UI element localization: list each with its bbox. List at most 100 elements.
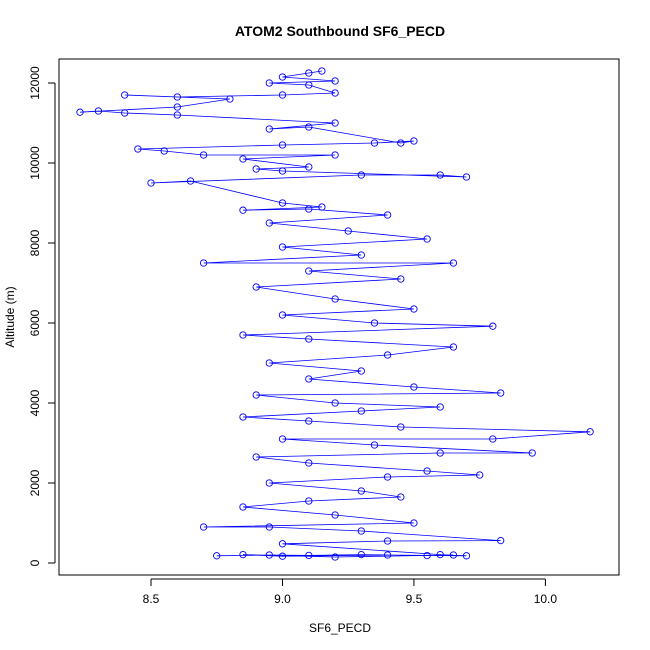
data-point [397,275,405,283]
data-point [344,227,352,235]
data-point [436,449,444,457]
data-point [410,519,418,527]
data-point [305,123,313,131]
data-point [252,283,260,291]
data-point [370,139,379,147]
data-point [121,91,129,99]
y-tick-label: 6000 [28,309,42,336]
data-point [497,536,505,545]
data-point [357,527,365,535]
data-point [357,171,365,179]
data-point [331,399,339,407]
data-point [305,375,313,383]
data-point [305,267,313,275]
data-point [331,295,339,303]
data-point [134,145,142,153]
data-point [239,206,247,214]
x-tick-label: 9.5 [406,592,423,606]
data-point [436,171,444,179]
data-point [265,219,273,227]
data-point [357,550,365,559]
data-point [331,553,339,561]
data-point [265,479,273,487]
x-tick-label: 8.5 [143,592,160,606]
data-point [383,473,392,481]
data-point [318,67,326,75]
data-point [476,471,484,479]
data-point [331,151,339,159]
data-point [265,125,273,133]
data-point [239,550,247,559]
data-point [370,441,379,449]
data-point [278,73,287,81]
data-point [239,331,247,339]
data-point [410,305,418,313]
y-tick-label: 4000 [28,389,42,416]
data-point [462,552,471,560]
data-point [278,552,287,560]
data-point [449,551,458,559]
y-axis: 0 2000 4000 6000 8000 10000 12000 [28,66,56,566]
data-point [186,177,195,185]
data-point [239,155,247,163]
data-point [265,79,273,87]
data-point [436,550,444,559]
data-point [305,551,313,560]
data-point [305,459,313,467]
data-point [449,259,458,267]
plot-frame [58,58,620,576]
data-point [528,449,536,457]
data-point [199,259,208,267]
data-point [497,389,505,397]
x-tick-label: 9.0 [274,592,291,606]
data-point [94,107,103,115]
data-point [278,91,287,99]
y-tick-label: 10000 [28,146,42,180]
data-point [305,417,313,425]
data-point [265,523,273,531]
data-point [423,551,431,560]
y-tick-label: 12000 [28,66,42,100]
x-axis: 8.5 9.0 9.5 10.0 [143,578,557,606]
data-point [383,351,392,359]
data-point [305,163,313,171]
data-point [278,311,287,319]
data-point [213,552,221,560]
data-point [436,403,444,411]
data-point [278,435,287,443]
data-point [383,537,392,545]
data-point [370,319,379,327]
data-point [423,467,431,475]
data-point [199,523,208,531]
data-point [147,179,155,187]
data-point [278,167,287,175]
data-point [160,147,168,155]
data-point [331,511,339,519]
data-point [76,108,84,116]
data-point [410,137,418,145]
data-point [383,551,392,559]
data-point [199,151,208,159]
data-point [239,413,247,421]
data-point [278,141,287,149]
data-point [252,165,260,173]
data-point [586,428,594,436]
data-point [397,423,405,431]
data-point [397,493,405,501]
data-point [357,367,365,375]
data-point [278,243,287,251]
y-axis-label: Altitude (m) [3,286,17,347]
data-point [305,497,313,505]
data-point [173,111,181,119]
chart-title: ATOM2 Southbound SF6_PECD [235,23,445,39]
data-point [239,503,247,511]
data-point [331,119,339,127]
data-point [357,407,365,415]
data-point [449,343,458,351]
data-series [76,67,594,561]
data-point [462,173,471,181]
data-point [173,93,181,101]
data-point [305,335,313,343]
data-point [331,89,339,97]
